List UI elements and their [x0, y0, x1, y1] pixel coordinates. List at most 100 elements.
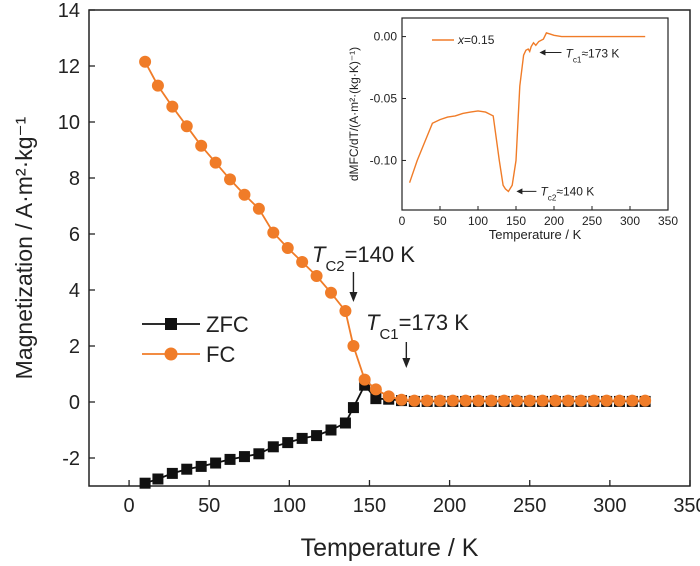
inset-x-tick-label: 200 — [544, 214, 564, 228]
tc1-annotation: TC1=173 K — [366, 310, 469, 343]
fc-point — [281, 242, 294, 254]
x-axis-label: Temperature / K — [301, 534, 479, 562]
fc-point — [626, 394, 639, 407]
inset-tc2-arrow-head — [516, 188, 523, 195]
fc-point — [433, 394, 446, 407]
zfc-point — [267, 441, 279, 453]
fc-point — [498, 394, 511, 407]
fc-point — [408, 394, 421, 407]
fc-point — [252, 202, 265, 215]
x-tick-label: 300 — [593, 495, 626, 517]
main-series-group — [139, 55, 652, 489]
inset-y-tick-label: 0.00 — [374, 30, 398, 44]
tc1-arrow-head — [402, 358, 411, 368]
fc-point — [446, 394, 459, 407]
fc-point — [369, 383, 382, 396]
fc-point — [339, 305, 352, 317]
inset-x-tick-label: 100 — [468, 214, 488, 228]
fc-point — [224, 173, 237, 186]
inset-x-tick-label: 350 — [658, 214, 678, 228]
legend-label-fc: FC — [206, 342, 235, 367]
fc-point — [382, 390, 395, 403]
inset-series-line — [408, 32, 646, 193]
main-legend: ZFC FC — [142, 312, 249, 367]
y-axis-label: Magnetization / A·m²·kg⁻¹ — [11, 116, 37, 379]
zfc-point — [224, 453, 236, 465]
inset-annotations: Tc1≈173 K Tc2≈140 K — [516, 46, 619, 202]
fc-point — [347, 340, 360, 352]
zfc-point — [210, 457, 222, 469]
tc2-arrow-head — [349, 292, 358, 302]
zfc-point — [311, 430, 323, 442]
fc-point — [459, 394, 472, 407]
fc-point — [421, 394, 434, 407]
y-tick-label: 12 — [58, 56, 80, 78]
zfc-point — [339, 417, 351, 429]
x-tick-label: 0 — [124, 495, 135, 517]
fc-point — [238, 188, 251, 201]
fc-point — [575, 394, 588, 407]
fc-point — [600, 394, 613, 407]
zfc-point — [166, 467, 178, 479]
legend-label-zfc: ZFC — [206, 312, 249, 337]
tc2-annotation: TC2=140 K — [312, 242, 415, 275]
zfc-point — [296, 432, 308, 444]
zfc-point — [238, 451, 250, 463]
fc-point — [639, 394, 652, 407]
inset-plot-frame — [401, 17, 669, 211]
fc-point — [209, 156, 222, 169]
main-axis-ticks: 0 50 100 150 200 250 300 350 -2 0 2 4 6 8 10 12 14 — [58, 0, 700, 517]
x-tick-label: 200 — [433, 495, 466, 517]
inset-tc1-arrow-head — [539, 49, 546, 56]
inset-y-tick-label: -0.10 — [370, 153, 398, 167]
fc-point — [485, 394, 498, 407]
inset-tc1-annotation: Tc1≈173 K — [565, 46, 619, 64]
inset-x-axis-label: Temperature / K — [489, 227, 582, 242]
inset-series-group — [408, 32, 646, 193]
inset-x-tick-label: 250 — [582, 214, 602, 228]
zfc-point — [253, 448, 265, 460]
y-tick-label: 0 — [69, 392, 80, 414]
y-tick-label: 6 — [69, 224, 80, 246]
fc-point — [139, 55, 152, 68]
inset-y-axis-label: dMFC/dT/(A·m²·(kg·K)⁻¹) — [347, 47, 361, 181]
fc-point — [472, 394, 485, 407]
inset-legend-label: x=0.15 — [457, 33, 495, 47]
fc-point — [195, 139, 208, 152]
zfc-point — [195, 460, 207, 472]
legend-marker — [165, 318, 177, 330]
y-tick-label: 8 — [69, 168, 80, 190]
zfc-point — [325, 424, 337, 436]
fc-point — [562, 394, 575, 407]
fc-point — [613, 394, 626, 407]
fc-point — [296, 256, 309, 268]
main-annotations: TC2=140 K TC1=173 K — [312, 242, 469, 368]
fc-point — [523, 394, 536, 407]
fc-point — [358, 373, 371, 386]
legend-marker — [164, 347, 178, 361]
fc-point — [587, 394, 600, 407]
zfc-point — [139, 477, 151, 489]
inset-x-tick-label: 0 — [399, 214, 406, 228]
y-tick-label: 2 — [69, 336, 80, 358]
y-tick-label: 10 — [58, 112, 80, 134]
x-tick-label: 100 — [273, 495, 306, 517]
y-tick-label: 14 — [58, 0, 80, 22]
y-tick-label: 4 — [69, 280, 80, 302]
inset-y-tick-label: -0.05 — [370, 92, 398, 106]
inset-x-tick-label: 300 — [620, 214, 640, 228]
inset-x-tick-label: 50 — [433, 214, 447, 228]
y-tick-label: -2 — [62, 448, 80, 470]
fc-point — [536, 394, 549, 407]
fc-point — [151, 79, 164, 92]
fc-point — [166, 100, 179, 113]
zfc-point — [282, 437, 294, 449]
fc-point — [325, 286, 338, 299]
zfc-point — [152, 473, 164, 485]
zfc-point — [181, 463, 193, 475]
fc-point — [310, 270, 323, 282]
main-plot-frame — [88, 9, 691, 487]
zfc-point — [370, 393, 382, 405]
fc-point — [180, 120, 193, 133]
